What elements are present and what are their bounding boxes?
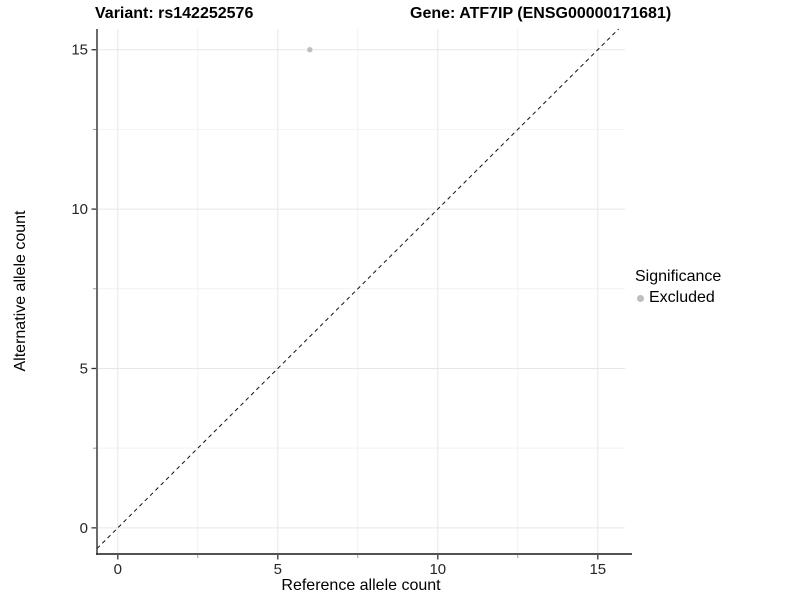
legend: Significance Excluded xyxy=(635,268,721,307)
legend-entry-excluded: Excluded xyxy=(635,289,721,307)
x-tick-label: 5 xyxy=(274,561,282,578)
y-tick-label: 0 xyxy=(80,520,88,537)
legend-entry-label: Excluded xyxy=(649,289,715,306)
variant-title: Variant: rs142252576 xyxy=(95,5,254,22)
y-tick-label: 15 xyxy=(71,42,88,59)
legend-title: Significance xyxy=(635,268,722,285)
x-axis-title: Reference allele count xyxy=(281,577,441,594)
identity-reference-line xyxy=(96,28,619,549)
data-point xyxy=(307,47,313,53)
y-tick-label: 10 xyxy=(71,201,88,218)
x-tick-label: 15 xyxy=(589,561,606,578)
x-tick-label: 10 xyxy=(429,561,446,578)
x-tick-label: 0 xyxy=(114,561,122,578)
y-tick-label: 5 xyxy=(80,360,88,377)
excluded-dot-icon xyxy=(637,294,644,302)
gene-title: Gene: ATF7IP (ENSG00000171681) xyxy=(410,5,672,22)
